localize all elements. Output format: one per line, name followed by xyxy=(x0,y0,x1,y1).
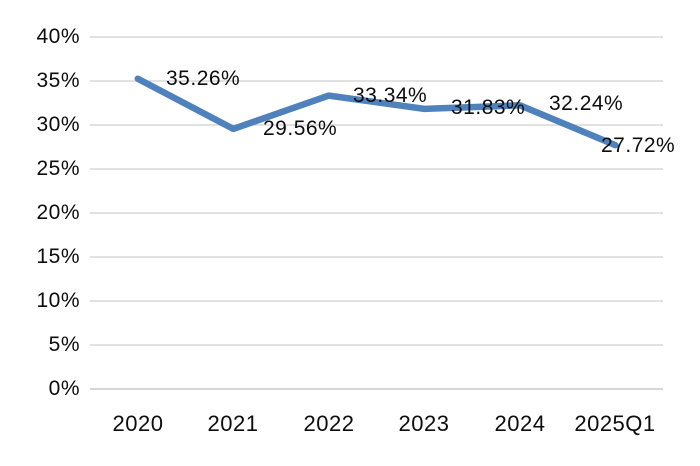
x-tick-label: 2022 xyxy=(303,411,355,436)
y-tick-label: 35% xyxy=(36,69,80,92)
data-label: 31.83% xyxy=(451,96,526,119)
data-label: 33.34% xyxy=(353,84,428,107)
y-tick-label: 5% xyxy=(48,333,80,356)
x-tick-label: 2023 xyxy=(398,411,450,436)
data-label: 29.56% xyxy=(263,117,338,140)
y-tick-label: 0% xyxy=(48,377,80,400)
y-tick-label: 40% xyxy=(36,25,80,48)
series-line xyxy=(134,75,619,149)
x-tick-label: 2020 xyxy=(112,411,164,436)
y-tick-label: 30% xyxy=(36,113,80,136)
x-tick-label: 2024 xyxy=(494,411,546,436)
y-tick-label: 15% xyxy=(36,245,80,268)
y-tick-label: 25% xyxy=(36,157,80,180)
data-label: 32.24% xyxy=(549,92,624,115)
data-label: 35.26% xyxy=(166,67,241,90)
data-label: 27.72% xyxy=(601,134,676,157)
y-tick-label: 10% xyxy=(36,289,80,312)
x-tick-label: 2025Q1 xyxy=(574,411,656,436)
y-tick-label: 20% xyxy=(36,201,80,224)
x-tick-label: 2021 xyxy=(207,411,259,436)
